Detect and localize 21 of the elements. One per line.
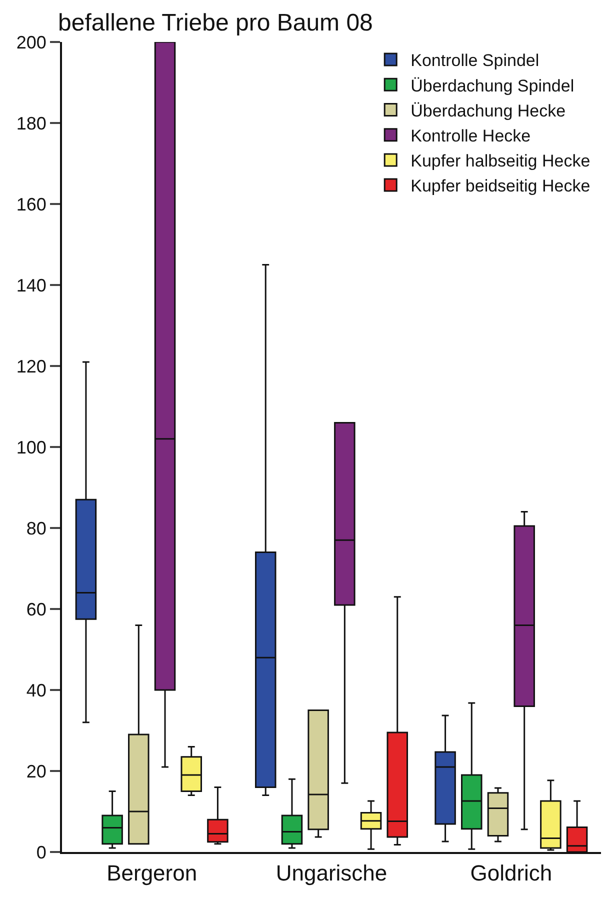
y-tick-label: 40 bbox=[26, 680, 46, 700]
y-tick-label: 120 bbox=[16, 356, 46, 376]
y-tick-label: 80 bbox=[26, 518, 46, 538]
x-tick-label: Bergeron bbox=[106, 860, 198, 886]
legend-label: Kontrolle Spindel bbox=[410, 51, 540, 70]
y-tick-label: 0 bbox=[36, 842, 46, 862]
legend-label: Kontrolle Hecke bbox=[410, 126, 531, 146]
y-tick-label: 180 bbox=[16, 113, 46, 134]
y-tick-label: 60 bbox=[26, 599, 46, 620]
legend-label: Kupfer beidseitig Hecke bbox=[410, 176, 590, 196]
legend-label: Kupfer halbseitig Hecke bbox=[410, 152, 590, 171]
legend-label: Überdachung Hecke bbox=[410, 101, 566, 120]
y-tick-label: 160 bbox=[16, 194, 46, 214]
x-tick-label: Ungarische bbox=[276, 860, 388, 886]
y-tick-label: 140 bbox=[16, 275, 46, 296]
legend-label: Überdachung Spindel bbox=[410, 76, 574, 96]
y-tick-label: 20 bbox=[26, 761, 46, 782]
chart-title: befallene Triebe pro Baum 08 bbox=[58, 9, 373, 36]
y-tick-label: 200 bbox=[16, 32, 46, 52]
x-tick-label: Goldrich bbox=[470, 860, 552, 886]
y-tick-label: 100 bbox=[16, 437, 46, 458]
